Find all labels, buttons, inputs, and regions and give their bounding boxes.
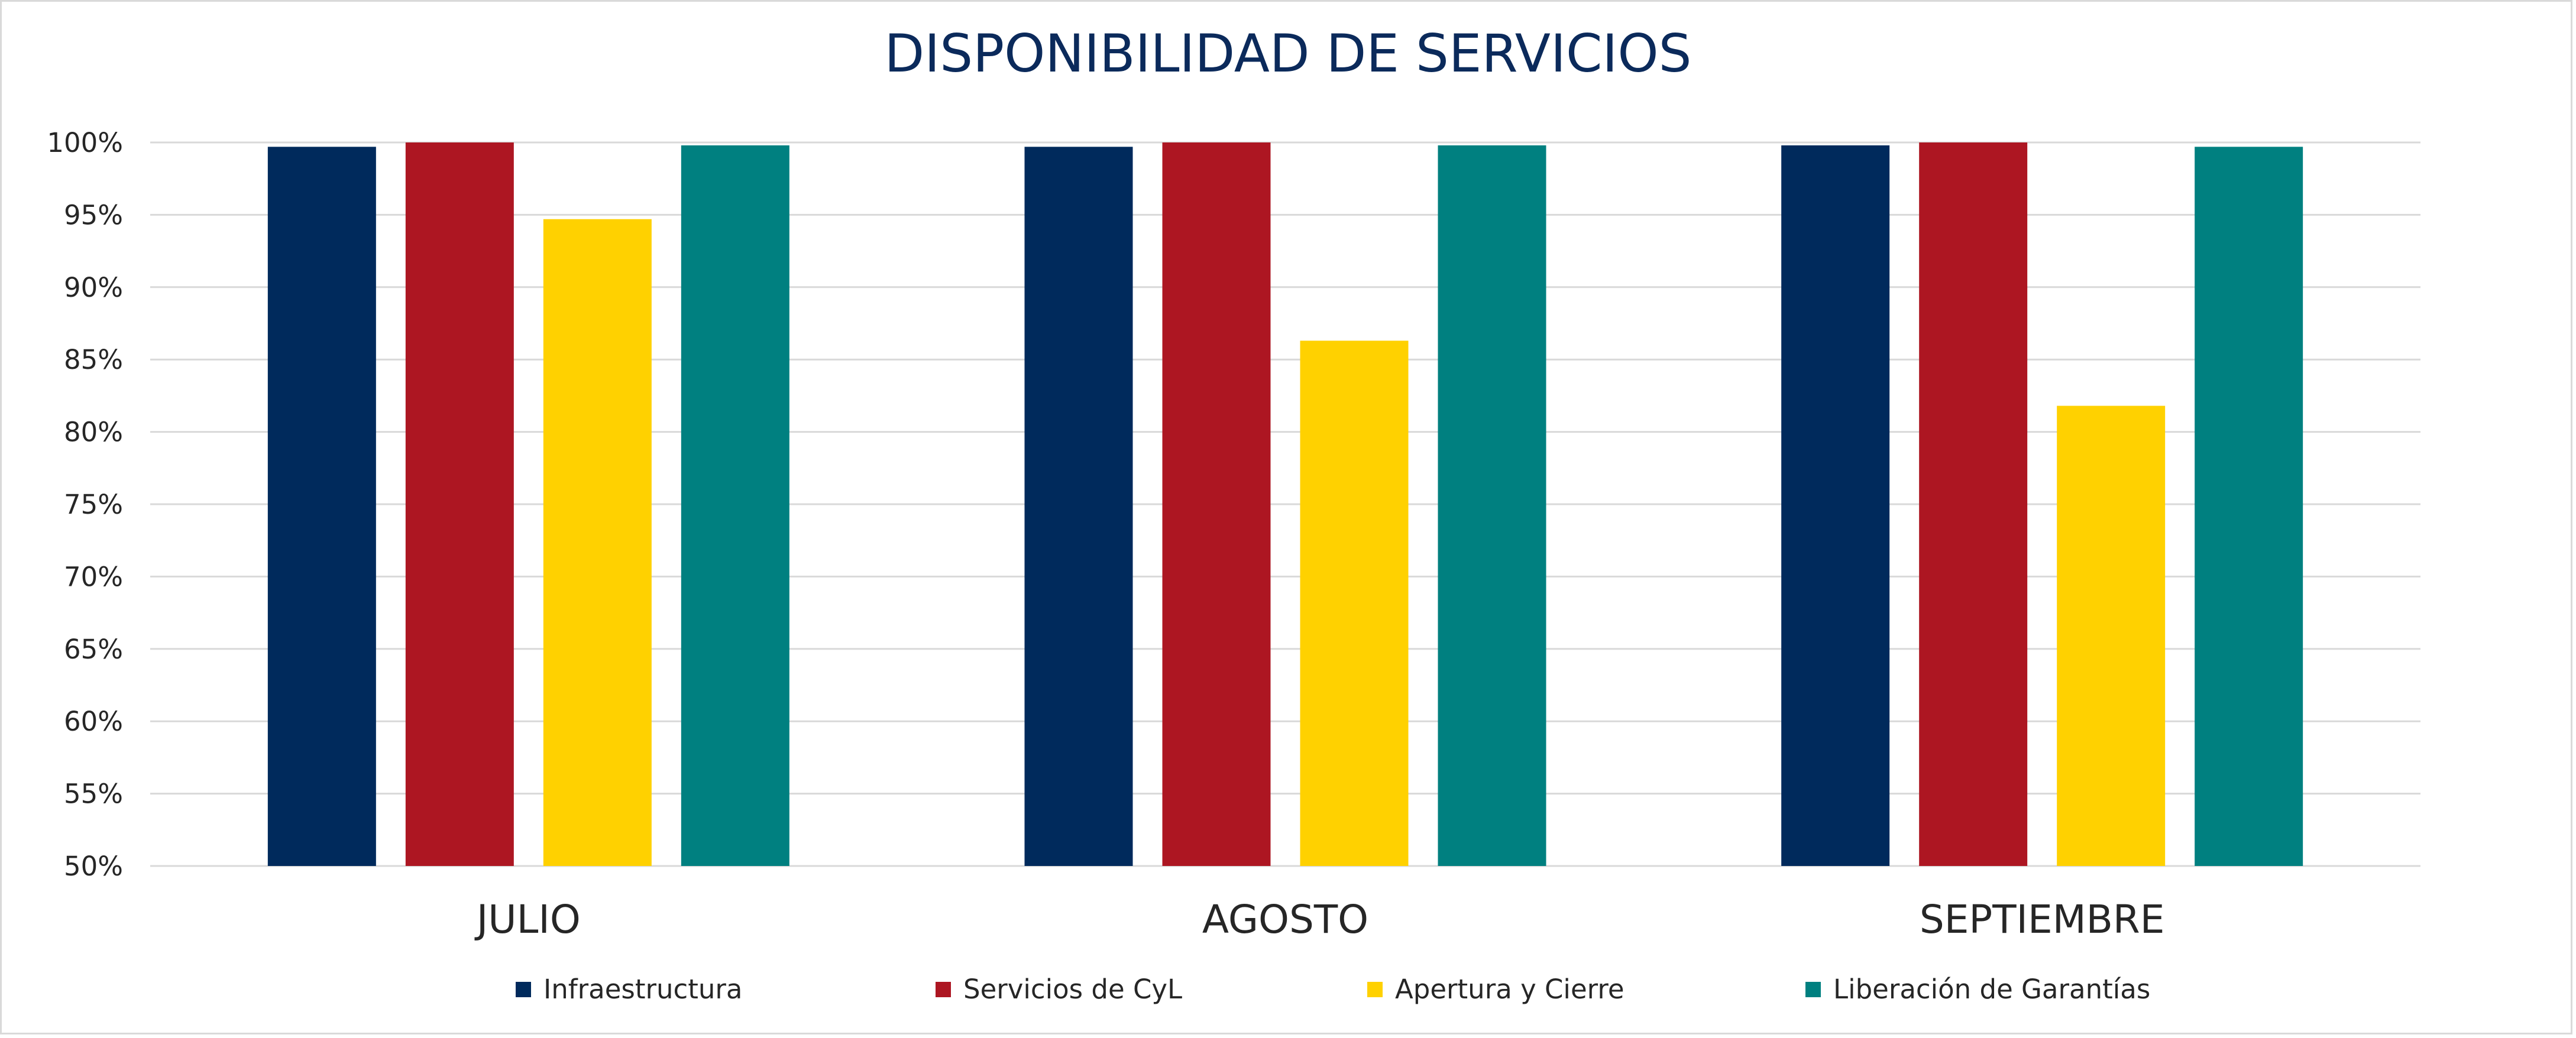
legend-swatch (936, 982, 951, 997)
y-tick-label: 70% (64, 561, 123, 592)
bar-servicios-de-cyl-septiembre (1919, 142, 2028, 866)
bar-infraestructura-agosto (1024, 147, 1133, 866)
y-tick-label: 55% (64, 778, 123, 810)
y-tick-label: 60% (64, 706, 123, 737)
x-tick-label: SEPTIEMBRE (1920, 897, 2165, 942)
bar-servicios-de-cyl-agosto (1162, 142, 1271, 866)
chart-title: DISPONIBILIDAD DE SERVICIOS (885, 23, 1692, 84)
bar-infraestructura-julio (267, 147, 376, 866)
bar-apertura-y-cierre-septiembre (2057, 406, 2166, 866)
bar-apertura-y-cierre-julio (543, 219, 652, 866)
legend: Infraestructura Servicios de CyL Apertura … (516, 974, 2150, 1005)
x-axis: JULIO AGOSTO SEPTIEMBRE (474, 897, 2165, 942)
legend-label: Servicios de CyL (963, 974, 1182, 1005)
bar-liberaci-n-de-garant-as-septiembre (2195, 147, 2303, 866)
y-tick-label: 80% (64, 417, 123, 448)
y-tick-label: 95% (64, 199, 123, 231)
y-axis: 50% 55% 60% 65% 70% 75% 80% 85% 90% 95% 100% (47, 127, 123, 882)
bar-servicios-de-cyl-julio (405, 142, 514, 866)
y-tick-label: 65% (64, 634, 123, 665)
y-tick-label: 85% (64, 344, 123, 375)
legend-swatch (1367, 982, 1383, 997)
legend-swatch (516, 982, 531, 997)
gridlines (150, 141, 2420, 867)
legend-label: Apertura y Cierre (1395, 974, 1624, 1005)
legend-label: Liberación de Garantías (1833, 974, 2150, 1005)
y-tick-label: 50% (64, 851, 123, 882)
x-tick-label: AGOSTO (1202, 897, 1368, 942)
legend-label: Infraestructura (543, 974, 743, 1005)
y-tick-label: 90% (64, 272, 123, 303)
bar-liberaci-n-de-garant-as-agosto (1438, 145, 1546, 866)
bar-apertura-y-cierre-agosto (1300, 340, 1409, 866)
x-tick-label: JULIO (474, 897, 581, 942)
y-tick-label: 75% (64, 489, 123, 520)
legend-swatch (1805, 982, 1821, 997)
bars (267, 142, 2303, 866)
bar-infraestructura-septiembre (1781, 145, 1890, 866)
y-tick-label: 100% (47, 127, 123, 158)
bar-liberaci-n-de-garant-as-julio (681, 145, 789, 866)
